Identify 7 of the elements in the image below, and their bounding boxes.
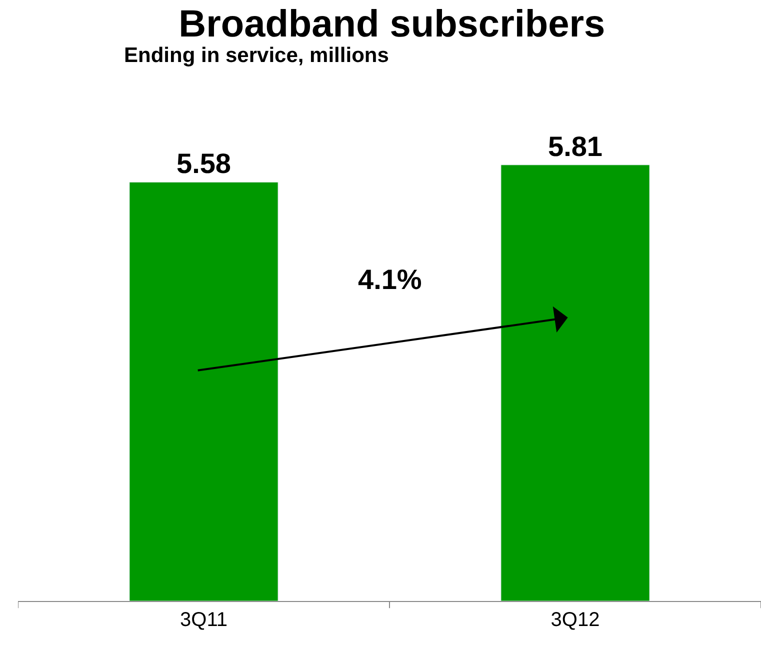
- data-label: 5.81: [548, 130, 602, 162]
- chart-title: Broadband subscribers: [178, 3, 606, 46]
- chart-subtitle: Ending in service, millions: [124, 44, 389, 67]
- data-label: 5.58: [176, 148, 231, 180]
- x-tick-label: 3Q11: [180, 609, 228, 631]
- x-tick-label: 3Q12: [550, 609, 600, 631]
- annotation: 4.1%: [358, 264, 422, 295]
